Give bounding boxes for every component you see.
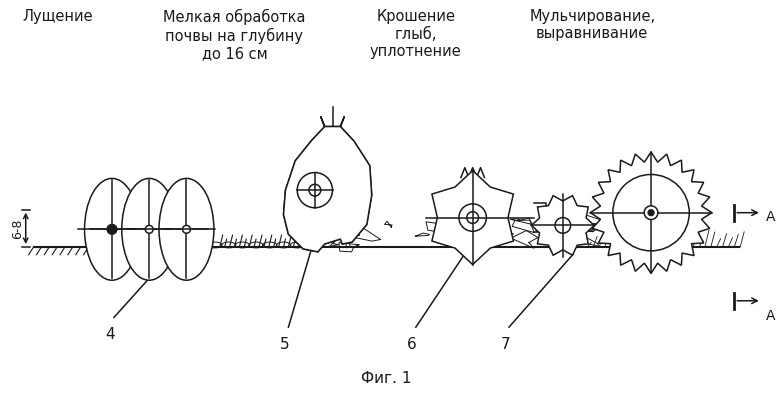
Text: Крошение
глыб,
уплотнение: Крошение глыб, уплотнение [370,9,462,59]
Text: А: А [766,210,775,224]
Circle shape [107,224,117,234]
Ellipse shape [122,179,176,280]
Circle shape [183,226,190,233]
Polygon shape [432,171,513,265]
Text: 6-8: 6-8 [12,218,24,239]
Polygon shape [283,126,372,252]
Text: 7: 7 [502,337,511,352]
Text: Лущение: Лущение [23,9,94,24]
Circle shape [644,206,658,220]
Circle shape [648,210,654,216]
Circle shape [613,175,690,251]
Text: Фиг. 1: Фиг. 1 [361,371,412,386]
Polygon shape [590,152,712,273]
Text: А: А [766,308,775,323]
Text: 6: 6 [407,337,417,352]
Ellipse shape [159,179,214,280]
Text: 4: 4 [105,327,115,342]
Text: Мелкая обработка
почвы на глубину
до 16 см: Мелкая обработка почвы на глубину до 16 … [163,9,306,61]
Text: 5: 5 [280,337,289,352]
Ellipse shape [84,179,140,280]
Circle shape [555,218,571,233]
Polygon shape [531,196,594,255]
Circle shape [459,204,487,231]
Circle shape [145,226,153,233]
Text: Мульчирование,
выравнивание: Мульчирование, выравнивание [529,9,655,41]
Circle shape [297,173,332,208]
